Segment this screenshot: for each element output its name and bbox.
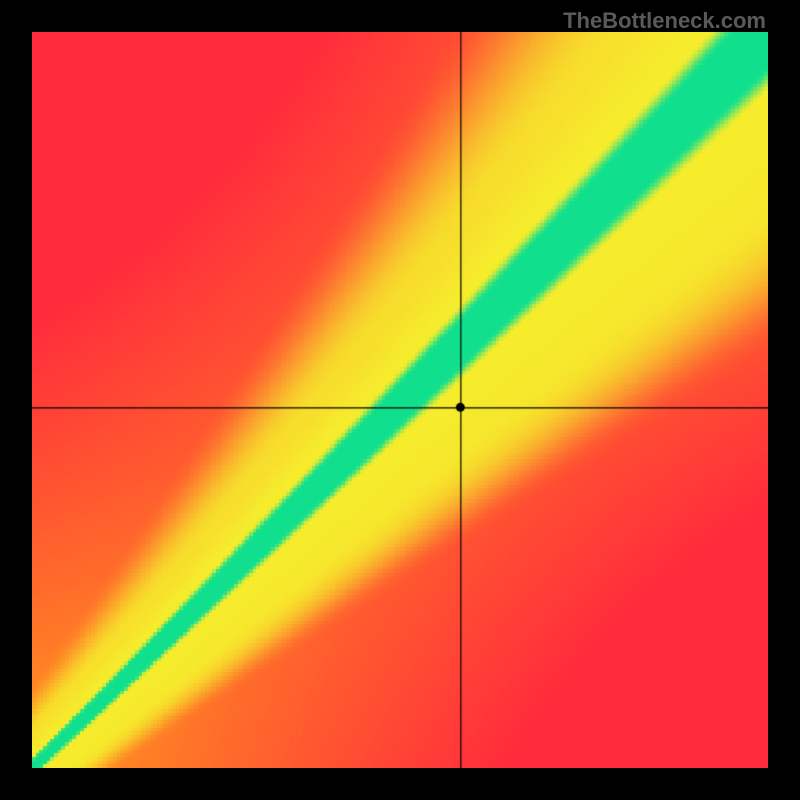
chart-stage: TheBottleneck.com <box>0 0 800 800</box>
bottleneck-heatmap <box>32 32 768 768</box>
watermark-text: TheBottleneck.com <box>563 8 766 34</box>
